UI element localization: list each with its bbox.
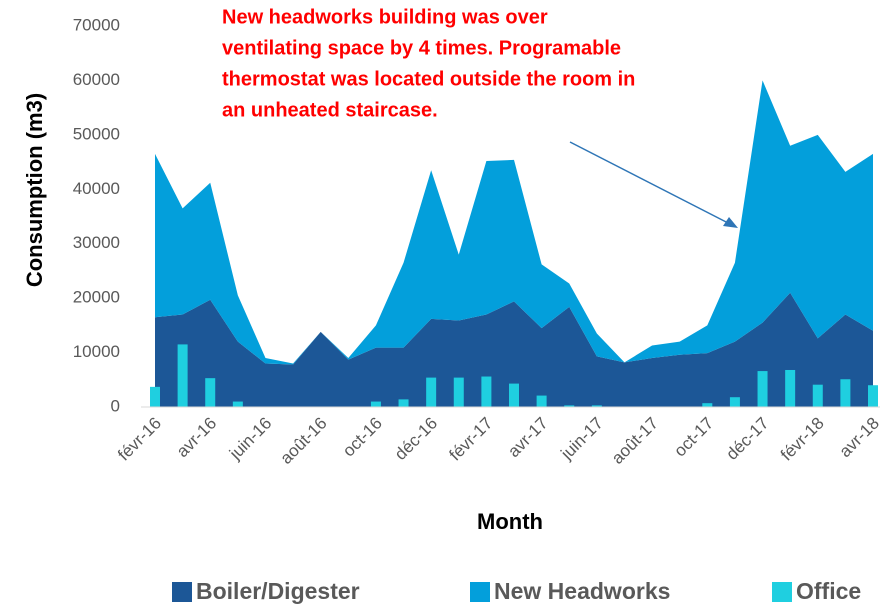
bar [426,377,437,407]
bar [868,385,878,407]
legend-swatch [172,582,192,602]
y-tick-label: 60000 [73,70,120,89]
arrow [569,141,733,226]
bar [509,383,519,407]
bar [232,401,243,407]
bar [840,379,851,407]
y-tick-label: 30000 [73,233,120,252]
y-tick-label: 10000 [73,342,120,361]
bar [591,405,602,407]
x-tick-label: juin-16 [225,414,275,464]
annotation: ventilating space by 4 times. Programabl… [222,37,621,59]
annotation: thermostat was located outside the room … [222,68,635,90]
legend-label: New Headworks [494,578,670,604]
x-tick-label: août-17 [608,414,662,468]
y-tick-label: 0 [111,396,120,415]
x-tick-label: août-16 [276,414,330,468]
bar [729,397,740,407]
arrow-head [723,217,738,228]
bar [453,377,464,407]
area [155,292,873,407]
x-tick-label: févr-18 [777,414,828,465]
annotation: New headworks building was over [222,6,548,28]
x-tick-label: févr-17 [446,414,497,465]
bar [177,344,188,407]
x-tick-label: oct-16 [339,414,386,461]
x-tick-label: juin-17 [557,414,607,464]
bar [564,405,575,407]
legend-label: Boiler/Digester [196,578,360,604]
bar [702,403,713,407]
bar [481,376,492,407]
y-tick-label: 70000 [73,15,120,34]
bar [757,371,768,407]
y-tick-label: 20000 [73,288,120,307]
x-tick-label: avr-17 [504,414,552,462]
bar [150,386,160,407]
y-tick-label: 40000 [73,179,120,198]
y-tick-label: 50000 [73,124,120,143]
x-axis-label: Month [477,509,543,534]
y-axis-label: Consumption (m3) [22,93,47,287]
bar [370,401,381,407]
bar [536,395,547,407]
bar [205,378,216,407]
x-tick-label: févr-16 [114,414,165,465]
annotation: an unheated staircase. [222,99,438,121]
bar [398,399,409,407]
x-tick-label: déc-17 [722,414,772,464]
x-tick-label: déc-16 [391,414,441,464]
bar [812,384,823,407]
bar [785,369,796,407]
legend-label: Office [796,578,861,604]
x-tick-label: oct-17 [670,414,717,461]
legend-swatch [772,582,792,602]
area [155,80,873,365]
legend-swatch [470,582,490,602]
x-tick-label: avr-16 [173,414,221,462]
x-tick-label: avr-18 [835,414,883,462]
